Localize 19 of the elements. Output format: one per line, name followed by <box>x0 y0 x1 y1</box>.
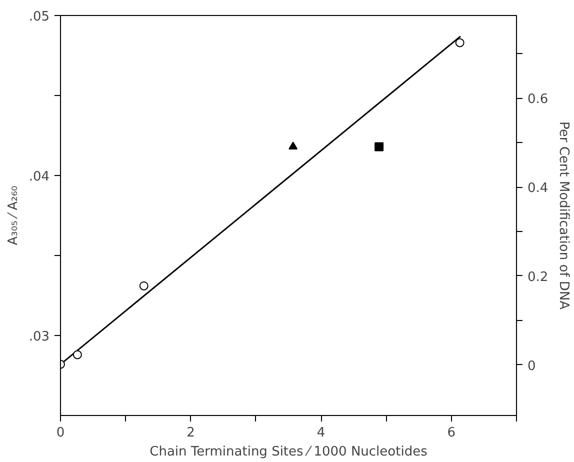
point <box>374 142 384 152</box>
x-tick-label: 2 <box>186 426 195 440</box>
x-tick-label: 4 <box>316 426 326 440</box>
point <box>72 350 82 360</box>
y-tick-label: .03 <box>28 330 50 344</box>
y-tick-label: .04 <box>28 170 50 184</box>
y2-tick-label: 0 <box>528 358 536 374</box>
point <box>288 142 298 150</box>
y2-tick-label: 0.2 <box>528 270 548 285</box>
x-tick-label: 6 <box>447 426 456 440</box>
y-axis-title: A₃₀₅ ⁄ A₂₆₀ <box>6 186 21 246</box>
y2-tick-label: 0.4 <box>528 181 548 196</box>
x-axis-title: Chain Terminating Sites ⁄ 1000 Nucleotides <box>150 444 428 460</box>
point <box>455 38 464 48</box>
y2-axis-title: Per Cent Modification of DNA <box>556 121 572 310</box>
point <box>139 281 148 290</box>
x-tick-label: 0 <box>56 426 65 440</box>
y-tick-label: .05 <box>28 10 50 24</box>
y2-tick-label: 0.6 <box>528 92 548 108</box>
